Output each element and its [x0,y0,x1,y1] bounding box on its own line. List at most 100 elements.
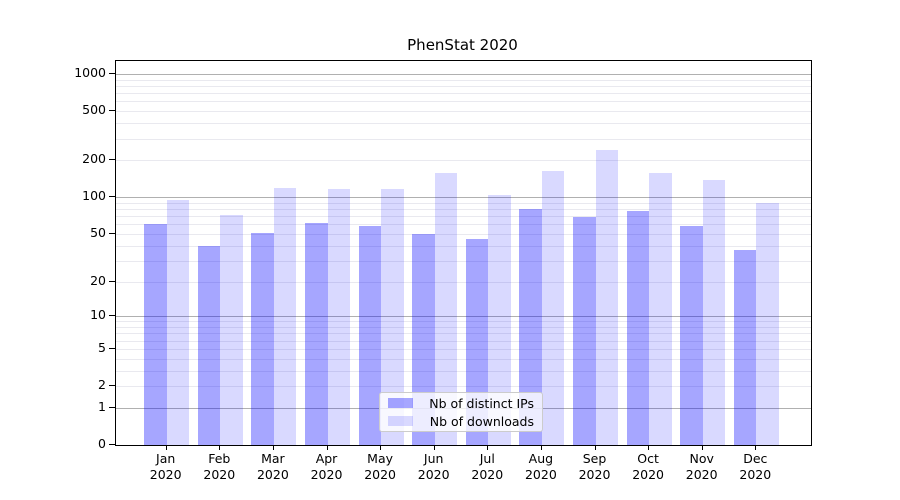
bar-distinct-ips-jan [144,224,167,445]
x-tick-month: Jul [479,451,495,466]
y-tick-label: 20 [90,272,106,288]
bar-distinct-ips-may [358,226,382,445]
x-tick-month: Jan [156,451,176,466]
x-tick-year: 2020 [417,467,450,482]
gridline-minor [116,281,811,283]
gridline-minor [116,202,811,204]
x-tick-label-dec: Dec 2020 [727,451,783,483]
gridline-minor [116,79,811,81]
bar-distinct-ips-aug [519,209,542,445]
x-tick-year: 2020 [203,467,236,482]
y-tick-label: 50 [90,224,106,240]
legend-row-downloads: Nb of downloads [388,414,534,429]
y-tick-mark [109,444,115,445]
x-tick-year: 2020 [739,467,772,482]
gridline-minor [116,123,811,125]
bar-distinct-ips-mar [251,232,274,445]
y-tick-mark [109,315,115,317]
x-tick-label-jul: Jul 2020 [459,451,515,483]
bar-downloads-nov [702,180,726,445]
y-tick-mark [109,110,115,112]
bar-downloads-sep [595,150,618,445]
y-tick-label: 100 [82,188,106,204]
gridline-minor [116,216,811,218]
x-tick-label-oct: Oct 2020 [620,451,676,483]
bar-distinct-ips-dec [733,249,757,445]
x-tick-mark [755,445,757,450]
x-tick-label-jun: Jun 2020 [406,451,462,483]
y-tick-label: 2 [98,377,106,392]
x-tick-month: Aug [528,451,554,466]
y-tick-mark [109,232,115,234]
gridline-minor [116,111,811,113]
bar-distinct-ips-sep [573,216,596,445]
gridline-major [116,197,811,199]
bar-distinct-ips-oct [626,211,650,445]
bar-distinct-ips-feb [197,245,221,445]
legend-label-downloads: Nb of downloads [429,413,534,429]
gridline-minor [116,233,811,235]
y-tick-mark [109,280,115,282]
gridline-major [116,73,811,75]
y-tick-label: 5 [98,339,106,355]
x-tick-month: Nov [689,451,714,466]
y-tick-mark [109,406,115,408]
x-tick-month: Oct [637,451,659,466]
gridlines-layer [116,61,811,445]
gridline-minor [116,386,811,387]
x-tick-label-jan: Jan 2020 [138,451,194,483]
y-tick-label: 1 [98,398,106,414]
bar-distinct-ips-apr [305,222,328,445]
x-tick-month: Dec [743,451,768,466]
y-tick-label: 10 [90,307,106,323]
x-tick-mark [540,445,542,450]
x-tick-label-aug: Aug 2020 [513,451,569,483]
y-tick-label: 500 [82,102,106,118]
x-tick-mark [326,445,328,450]
x-tick-mark [648,445,650,450]
x-tick-label-sep: Sep 2020 [567,451,623,483]
gridline-minor [116,93,811,95]
gridline-minor [116,160,811,162]
x-tick-mark [272,445,274,450]
x-tick-year: 2020 [632,467,664,482]
x-tick-year: 2020 [364,467,396,482]
bar-downloads-jan [166,200,190,445]
gridline-minor [116,260,811,262]
gridline-minor [116,245,811,247]
gridline-minor [116,85,811,87]
gridline-minor [116,101,811,103]
gridline-minor [116,321,811,323]
y-tick-mark [109,196,115,198]
bars-layer [116,61,811,445]
x-tick-year: 2020 [471,467,504,482]
x-tick-year: 2020 [256,467,289,482]
y-tick-mark [109,72,115,74]
legend-row-distinct-ips: Nb of distinct IPs [388,396,534,411]
gridline-minor [116,209,811,211]
gridline-minor [116,138,811,140]
y-tick-mark [109,385,115,386]
plot-area: Nb of distinct IPs Nb of downloads [115,60,812,446]
y-tick-mark [109,347,115,349]
bar-downloads-mar [273,187,297,445]
x-tick-mark [487,445,489,450]
gridline-minor [116,327,811,328]
chart-title: PhenStat 2020 [407,36,518,54]
x-tick-month: May [367,451,394,466]
gridline-major [116,316,811,318]
gridline-minor [116,224,811,226]
x-tick-mark [701,445,703,450]
bar-downloads-feb [220,215,243,445]
x-tick-year: 2020 [149,467,182,482]
y-tick-label: 200 [82,151,106,167]
x-tick-label-apr: Apr 2020 [299,451,355,483]
x-tick-year: 2020 [310,467,343,482]
gridline-minor [116,358,811,360]
x-tick-mark [380,445,382,450]
legend-swatch-distinct-ips [388,398,413,408]
bar-downloads-dec [756,202,779,445]
x-tick-label-feb: Feb 2020 [191,451,247,483]
x-tick-mark [165,445,167,450]
